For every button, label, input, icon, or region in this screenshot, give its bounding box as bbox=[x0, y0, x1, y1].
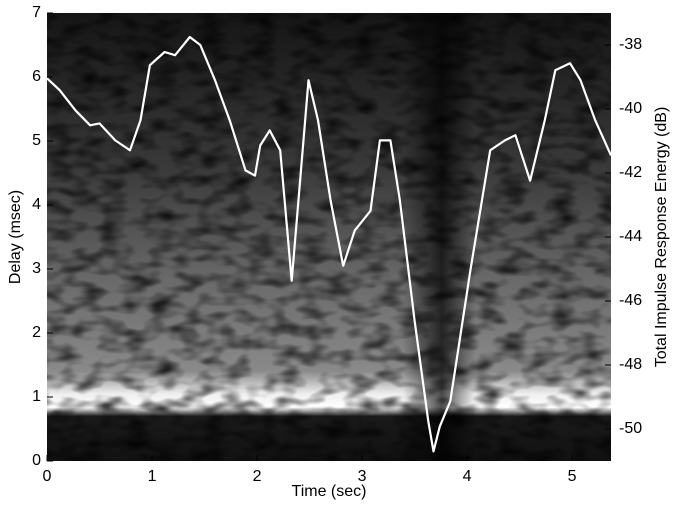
heatmap-background bbox=[47, 13, 611, 461]
y-tick-label: 2 bbox=[32, 324, 41, 341]
x-tick-label: 4 bbox=[463, 468, 472, 485]
y2-tick-label: -46 bbox=[619, 292, 642, 309]
y2-tick-label: -38 bbox=[619, 36, 642, 53]
y2-tick-label: -40 bbox=[619, 100, 642, 117]
y-tick-label: 3 bbox=[32, 260, 41, 277]
y2-tick-label: -48 bbox=[619, 356, 642, 373]
x-tick-label: 0 bbox=[43, 468, 52, 485]
x-axis-title: Time (sec) bbox=[292, 483, 367, 500]
line-series bbox=[46, 35, 613, 453]
y-tick-label: 1 bbox=[32, 388, 41, 405]
x-tick-label: 1 bbox=[148, 468, 157, 485]
y-tick-label: 6 bbox=[32, 68, 41, 85]
x-tick-label: 3 bbox=[358, 468, 367, 485]
y2-tick-label: -44 bbox=[619, 228, 642, 245]
x-tick-label: 2 bbox=[253, 468, 262, 485]
y-tick-label: 5 bbox=[32, 132, 41, 149]
x-tick-label: 5 bbox=[568, 468, 577, 485]
y2-tick-label: -50 bbox=[619, 420, 642, 437]
y2-axis-title: Total Impulse Response Energy (dB) bbox=[653, 107, 670, 368]
y-tick-label: 7 bbox=[32, 4, 41, 21]
y-axis-title: Delay (msec) bbox=[7, 190, 24, 284]
y2-tick-label: -42 bbox=[619, 164, 642, 181]
y-tick-label: 4 bbox=[32, 196, 41, 213]
y-tick-label: 0 bbox=[32, 452, 41, 469]
